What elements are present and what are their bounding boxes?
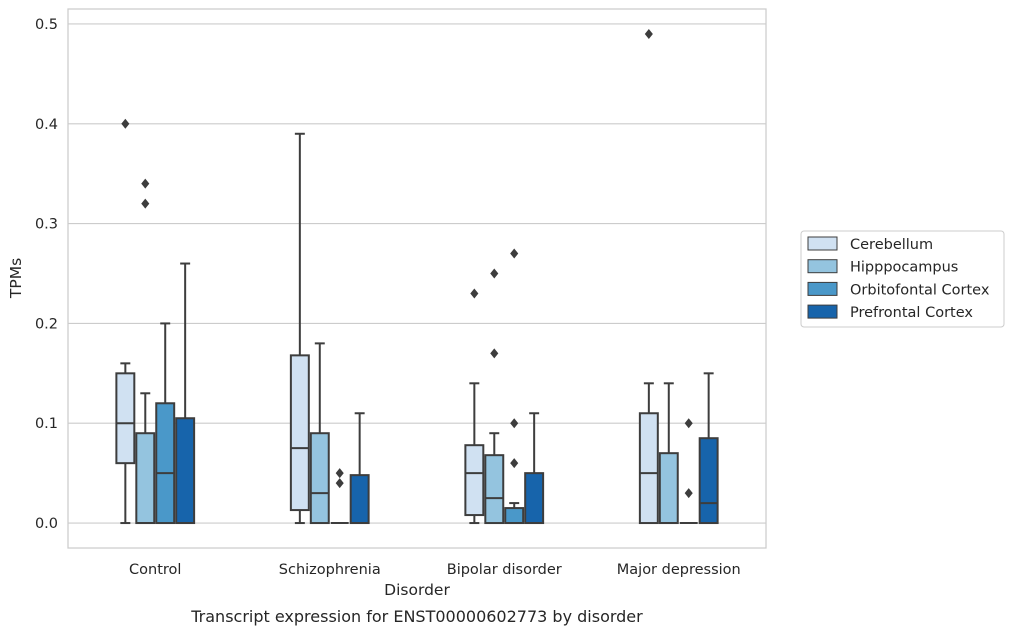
outlier-point xyxy=(335,468,344,479)
legend-label: Hipppocampus xyxy=(850,260,958,276)
y-tick-label: 0.2 xyxy=(35,316,58,332)
box-body xyxy=(349,474,370,525)
box-2-1 xyxy=(330,468,349,525)
box-1-2 xyxy=(484,268,505,525)
y-tick-label: 0.4 xyxy=(35,117,58,133)
outlier-point xyxy=(644,28,653,39)
legend-swatch xyxy=(807,259,838,274)
outlier-point xyxy=(141,178,150,189)
box-2-2 xyxy=(504,248,525,525)
legend-swatch xyxy=(807,304,838,319)
legend-swatch xyxy=(807,281,838,296)
box-2-3 xyxy=(679,418,698,525)
box-0-2 xyxy=(464,288,485,525)
legend-frame xyxy=(800,230,1005,328)
legend-label: Prefrontal Cortex xyxy=(850,305,973,321)
box-body xyxy=(504,507,525,525)
y-tick-label: 0.3 xyxy=(35,217,58,233)
box-body xyxy=(309,432,330,525)
outlier-point xyxy=(141,198,150,209)
y-tick-label: 0.5 xyxy=(35,17,58,33)
box-body xyxy=(524,472,545,525)
legend-swatch xyxy=(807,236,838,251)
outlier-point xyxy=(510,418,519,429)
y-tick-label: 0.1 xyxy=(35,416,58,432)
outlier-point xyxy=(490,348,499,359)
y-axis-ticks: 0.0 0.1 0.2 0.3 0.4 0.5 xyxy=(35,17,58,532)
box-1-0 xyxy=(135,178,156,525)
legend-label: Cerebellum xyxy=(850,237,933,253)
outlier-point xyxy=(510,248,519,259)
legend: Cerebellum Hipppocampus Orbitofontal Corte… xyxy=(800,230,1005,328)
box-body xyxy=(698,437,719,525)
x-axis-title: Disorder xyxy=(384,581,450,599)
box-1-3 xyxy=(658,382,679,525)
box-1-1 xyxy=(309,342,330,525)
box-3-3 xyxy=(698,372,719,525)
x-axis-ticks: Control Schizophrenia Bipolar disorder Majo… xyxy=(129,562,741,578)
outlier-point xyxy=(684,418,693,429)
x-tick-label: Control xyxy=(129,562,181,578)
x-tick-label: Bipolar disorder xyxy=(447,562,562,578)
box-body xyxy=(115,372,136,465)
box-body xyxy=(484,454,505,525)
figure-caption: Transcript expression for ENST0000060277… xyxy=(190,607,643,626)
box-3-2 xyxy=(524,412,545,525)
box-3-0 xyxy=(175,262,196,525)
outlier-point xyxy=(470,288,479,299)
outlier-point xyxy=(335,478,344,489)
plot-frame xyxy=(67,8,767,549)
box-0-3 xyxy=(638,28,659,525)
box-0-0 xyxy=(115,118,136,525)
box-body xyxy=(289,354,310,512)
box-3-1 xyxy=(349,412,370,525)
box-body xyxy=(135,432,156,525)
box-body xyxy=(638,412,659,525)
y-axis-title: TPMs xyxy=(7,258,25,299)
x-tick-label: Schizophrenia xyxy=(279,562,381,578)
legend-item: Orbitofontal Cortex xyxy=(807,281,990,298)
box-0-1 xyxy=(289,132,310,525)
box-body xyxy=(175,417,196,525)
outlier-point xyxy=(510,458,519,469)
outlier-point xyxy=(121,118,130,129)
box-2-0 xyxy=(155,322,176,525)
outlier-point xyxy=(684,488,693,499)
legend-item: Hipppocampus xyxy=(807,259,958,276)
legend-items: Cerebellum Hipppocampus Orbitofontal Corte… xyxy=(807,236,990,321)
box-body xyxy=(658,452,679,525)
legend-item: Prefrontal Cortex xyxy=(807,304,973,321)
box-body xyxy=(464,444,485,517)
outlier-point xyxy=(490,268,499,279)
legend-item: Cerebellum xyxy=(807,236,933,253)
legend-label: Orbitofontal Cortex xyxy=(850,282,990,298)
boxplots xyxy=(115,28,719,525)
y-tick-label: 0.0 xyxy=(35,516,58,532)
box-body xyxy=(155,402,176,525)
x-tick-label: Major depression xyxy=(617,562,741,578)
